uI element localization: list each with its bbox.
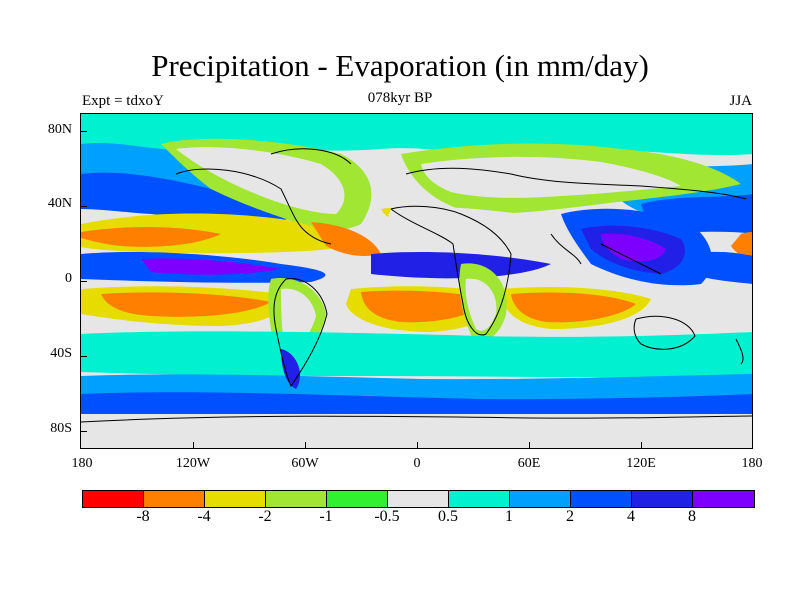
lon-label-120w: 120W (175, 456, 211, 471)
lon-tick (193, 442, 194, 449)
lat-tick (80, 356, 87, 357)
lon-label-180w: 180 (71, 456, 93, 471)
colorbar-label: -1 (319, 508, 333, 525)
chart-title: Precipitation - Evaporation (in mm/day) (151, 48, 649, 83)
lon-tick (641, 442, 642, 449)
lat-label-equator: 0 (65, 271, 72, 286)
lon-tick (417, 442, 418, 449)
colorbar-swatch (449, 491, 510, 507)
lat-label-40s: 40S (50, 346, 72, 361)
colorbar-swatch (693, 491, 754, 507)
colorbar-swatch (571, 491, 632, 507)
colorbar-swatch (144, 491, 205, 507)
colorbar-swatch (632, 491, 693, 507)
lat-tick (80, 206, 87, 207)
lat-tick (80, 281, 87, 282)
colorbar-swatch (266, 491, 327, 507)
colorbar-label: -8 (136, 508, 150, 525)
colorbar-swatch (510, 491, 571, 507)
colorbar (82, 490, 755, 508)
lon-label-0: 0 (413, 456, 421, 471)
lon-label-180e: 180 (741, 456, 763, 471)
lon-tick (305, 442, 306, 449)
colorbar-label: 2 (566, 508, 574, 525)
lon-label-60e: 60E (517, 456, 541, 471)
colorbar-label: 0.5 (438, 508, 458, 525)
lon-label-120e: 120E (626, 456, 656, 471)
colorbar-label: -2 (258, 508, 272, 525)
colorbar-swatch (327, 491, 388, 507)
colorbar-label: -0.5 (374, 508, 400, 525)
season-label: JJA (729, 93, 752, 109)
colorbar-label: 1 (505, 508, 513, 525)
map-panel (80, 113, 753, 449)
lat-tick (80, 131, 87, 132)
lon-tick (529, 442, 530, 449)
lat-label-80s: 80S (50, 421, 72, 436)
colorbar-label: -4 (197, 508, 211, 525)
colorbar-swatch (388, 491, 449, 507)
pe-field-map (81, 114, 752, 448)
chart-subtitle: 078kyr BP (367, 90, 433, 106)
lat-label-40n: 40N (47, 196, 72, 211)
lat-tick (80, 431, 87, 432)
colorbar-swatch (83, 491, 144, 507)
lat-label-80n: 80N (47, 122, 72, 137)
colorbar-label: 8 (688, 508, 696, 525)
colorbar-swatch (205, 491, 266, 507)
experiment-label: Expt = tdxoY (82, 93, 164, 109)
colorbar-label: 4 (627, 508, 635, 525)
lon-label-60w: 60W (291, 456, 319, 471)
